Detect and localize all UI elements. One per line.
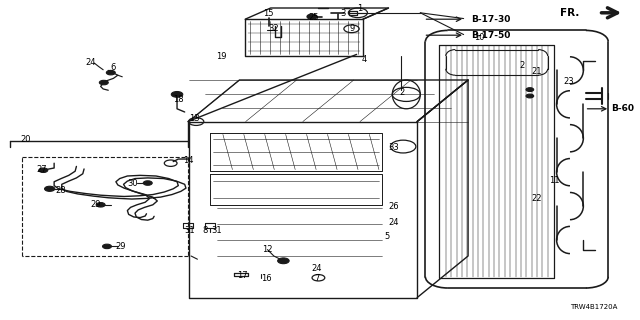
- Text: 1: 1: [357, 4, 362, 12]
- Text: B-60: B-60: [611, 104, 634, 113]
- Text: 16: 16: [261, 274, 271, 283]
- Text: FR.: FR.: [560, 8, 580, 18]
- Text: 23: 23: [563, 77, 574, 86]
- Text: 32: 32: [269, 24, 279, 33]
- Text: 24: 24: [86, 58, 96, 67]
- Text: TRW4B1720A: TRW4B1720A: [570, 304, 618, 310]
- Text: B-17-50: B-17-50: [471, 31, 511, 40]
- Text: 24: 24: [311, 264, 322, 273]
- Text: 5: 5: [385, 232, 390, 241]
- Text: 22: 22: [531, 194, 541, 203]
- Text: 2: 2: [520, 61, 525, 70]
- Text: 3: 3: [340, 9, 346, 18]
- Text: 7: 7: [314, 274, 319, 283]
- Circle shape: [172, 92, 183, 97]
- Circle shape: [96, 203, 105, 207]
- Circle shape: [526, 88, 534, 92]
- Circle shape: [39, 168, 48, 172]
- Text: 10: 10: [474, 33, 484, 42]
- Text: 24: 24: [388, 218, 399, 227]
- Text: 9: 9: [349, 24, 355, 33]
- Text: 12: 12: [262, 245, 273, 254]
- Circle shape: [143, 181, 152, 185]
- Text: 30: 30: [127, 180, 138, 188]
- Circle shape: [106, 70, 115, 75]
- Text: 2: 2: [400, 88, 405, 97]
- Circle shape: [45, 186, 55, 191]
- Text: 13: 13: [189, 114, 200, 123]
- Text: 29: 29: [90, 200, 100, 209]
- Text: 18: 18: [173, 95, 184, 104]
- Text: 21: 21: [531, 67, 541, 76]
- Text: 33: 33: [388, 143, 399, 152]
- Text: 8: 8: [202, 226, 208, 235]
- Text: 20: 20: [20, 135, 31, 144]
- Text: 31: 31: [211, 226, 222, 235]
- Circle shape: [102, 244, 111, 249]
- Circle shape: [526, 94, 534, 98]
- Circle shape: [278, 258, 289, 264]
- Circle shape: [99, 80, 108, 85]
- Text: 15: 15: [264, 9, 274, 18]
- Text: 25: 25: [308, 13, 319, 22]
- Text: 31: 31: [184, 226, 195, 235]
- Text: 19: 19: [216, 52, 227, 60]
- Circle shape: [307, 14, 317, 19]
- Text: 29: 29: [116, 242, 126, 251]
- Text: 17: 17: [237, 271, 247, 280]
- Text: 14: 14: [183, 156, 194, 164]
- Text: 11: 11: [549, 176, 559, 185]
- Text: 4: 4: [362, 55, 367, 64]
- Text: B-17-30: B-17-30: [471, 15, 511, 24]
- Text: 26: 26: [388, 202, 399, 211]
- Text: 27: 27: [36, 165, 47, 174]
- Text: 6: 6: [110, 63, 115, 72]
- Text: 28: 28: [55, 186, 66, 195]
